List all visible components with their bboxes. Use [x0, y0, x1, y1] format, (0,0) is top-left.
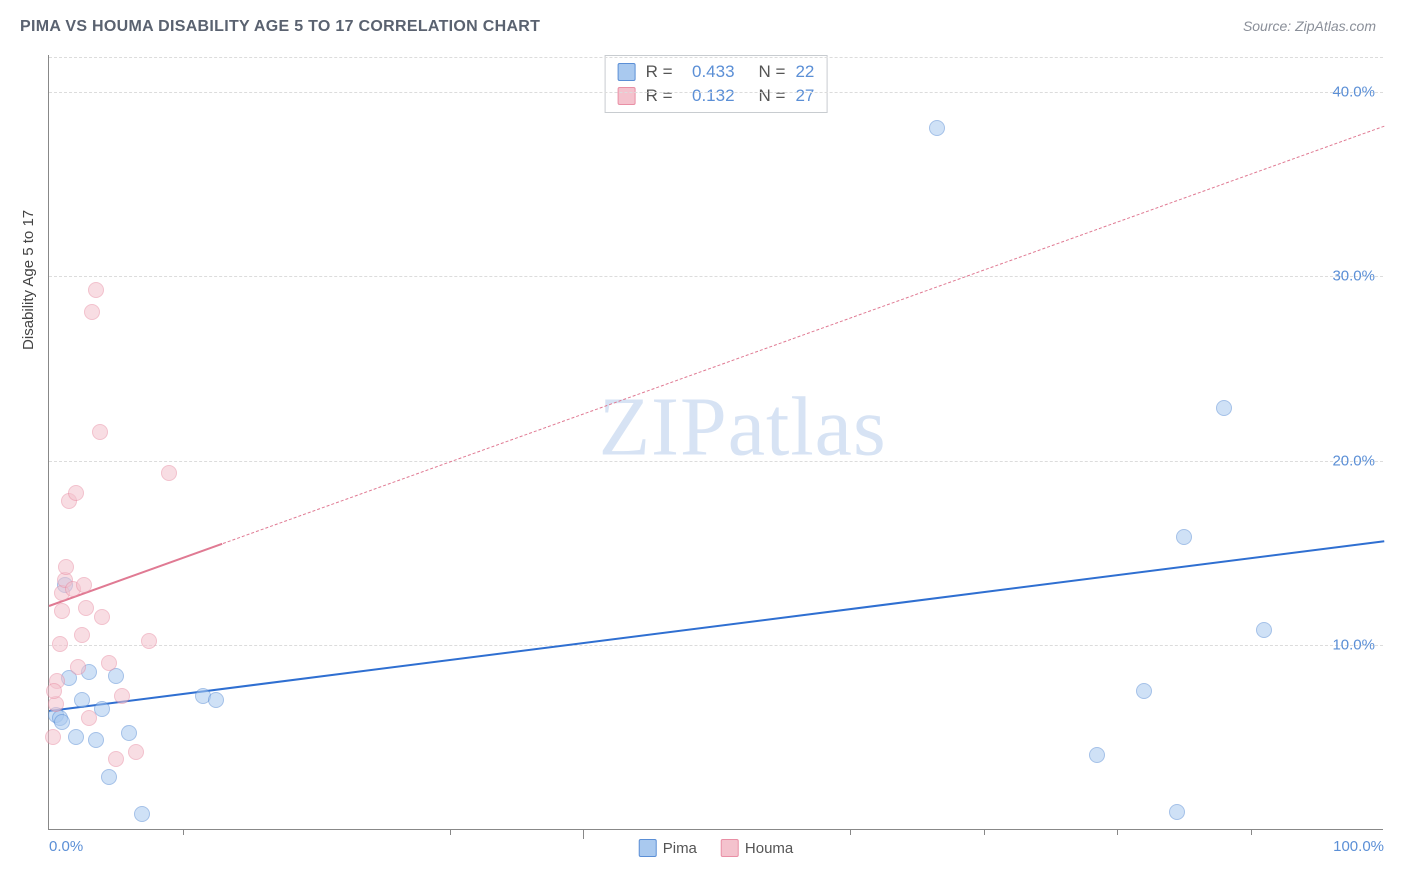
xtick: [984, 829, 985, 835]
scatter-point: [114, 688, 130, 704]
stats-row-pima: R = 0.433 N = 22: [618, 60, 815, 84]
xtick-label: 0.0%: [49, 838, 83, 855]
ytick-label: 30.0%: [1332, 268, 1375, 285]
stats-legend: R = 0.433 N = 22 R = 0.132 N = 27: [605, 55, 828, 113]
scatter-point: [68, 485, 84, 501]
bottom-legend: Pima Houma: [639, 839, 794, 857]
scatter-point: [52, 636, 68, 652]
xtick: [1117, 829, 1118, 835]
scatter-point: [45, 729, 61, 745]
source-label: Source: ZipAtlas.com: [1243, 18, 1376, 34]
chart-container: PIMA VS HOUMA DISABILITY AGE 5 TO 17 COR…: [0, 0, 1406, 892]
gridline: [49, 57, 1383, 58]
xtick: [1251, 829, 1252, 835]
ytick-label: 20.0%: [1332, 452, 1375, 469]
scatter-point: [84, 304, 100, 320]
scatter-point: [58, 559, 74, 575]
scatter-point: [1216, 400, 1232, 416]
scatter-point: [108, 751, 124, 767]
scatter-point: [208, 692, 224, 708]
stats-row-houma: R = 0.132 N = 27: [618, 84, 815, 108]
scatter-point: [70, 659, 86, 675]
scatter-point: [929, 120, 945, 136]
legend-item-pima: Pima: [639, 839, 697, 857]
gridline: [49, 645, 1383, 646]
scatter-point: [128, 744, 144, 760]
scatter-point: [54, 714, 70, 730]
scatter-point: [121, 725, 137, 741]
gridline: [49, 92, 1383, 93]
scatter-point: [92, 424, 108, 440]
scatter-point: [1176, 529, 1192, 545]
xtick: [583, 829, 584, 839]
trendline: [49, 543, 223, 607]
scatter-point: [1256, 622, 1272, 638]
plot-area: ZIPatlas R = 0.433 N = 22 R = 0.132 N = …: [48, 55, 1383, 830]
scatter-point: [81, 710, 97, 726]
scatter-point: [134, 806, 150, 822]
legend-label: Pima: [663, 840, 697, 857]
scatter-point: [88, 732, 104, 748]
scatter-point: [101, 769, 117, 785]
scatter-point: [78, 600, 94, 616]
scatter-point: [88, 282, 104, 298]
scatter-point: [1169, 804, 1185, 820]
scatter-point: [94, 701, 110, 717]
scatter-point: [46, 683, 62, 699]
trendline: [49, 540, 1384, 712]
legend-label: Houma: [745, 840, 793, 857]
chart-header: PIMA VS HOUMA DISABILITY AGE 5 TO 17 COR…: [20, 18, 1386, 48]
scatter-point: [68, 729, 84, 745]
pima-legend-swatch: [639, 839, 657, 857]
trendline: [222, 125, 1384, 543]
scatter-point: [74, 692, 90, 708]
scatter-point: [94, 609, 110, 625]
scatter-point: [54, 603, 70, 619]
gridline: [49, 461, 1383, 462]
xtick: [450, 829, 451, 835]
xtick-label: 100.0%: [1333, 838, 1384, 855]
pima-swatch: [618, 63, 636, 81]
scatter-point: [1089, 747, 1105, 763]
scatter-point: [141, 633, 157, 649]
scatter-point: [1136, 683, 1152, 699]
xtick: [183, 829, 184, 835]
houma-swatch: [618, 87, 636, 105]
scatter-point: [161, 465, 177, 481]
xtick: [850, 829, 851, 835]
chart-title: PIMA VS HOUMA DISABILITY AGE 5 TO 17 COR…: [20, 18, 540, 35]
ytick-label: 40.0%: [1332, 83, 1375, 100]
houma-legend-swatch: [721, 839, 739, 857]
gridline: [49, 276, 1383, 277]
scatter-point: [76, 577, 92, 593]
scatter-point: [74, 627, 90, 643]
ytick-label: 10.0%: [1332, 637, 1375, 654]
legend-item-houma: Houma: [721, 839, 793, 857]
scatter-point: [101, 655, 117, 671]
y-axis-label: Disability Age 5 to 17: [20, 210, 37, 350]
